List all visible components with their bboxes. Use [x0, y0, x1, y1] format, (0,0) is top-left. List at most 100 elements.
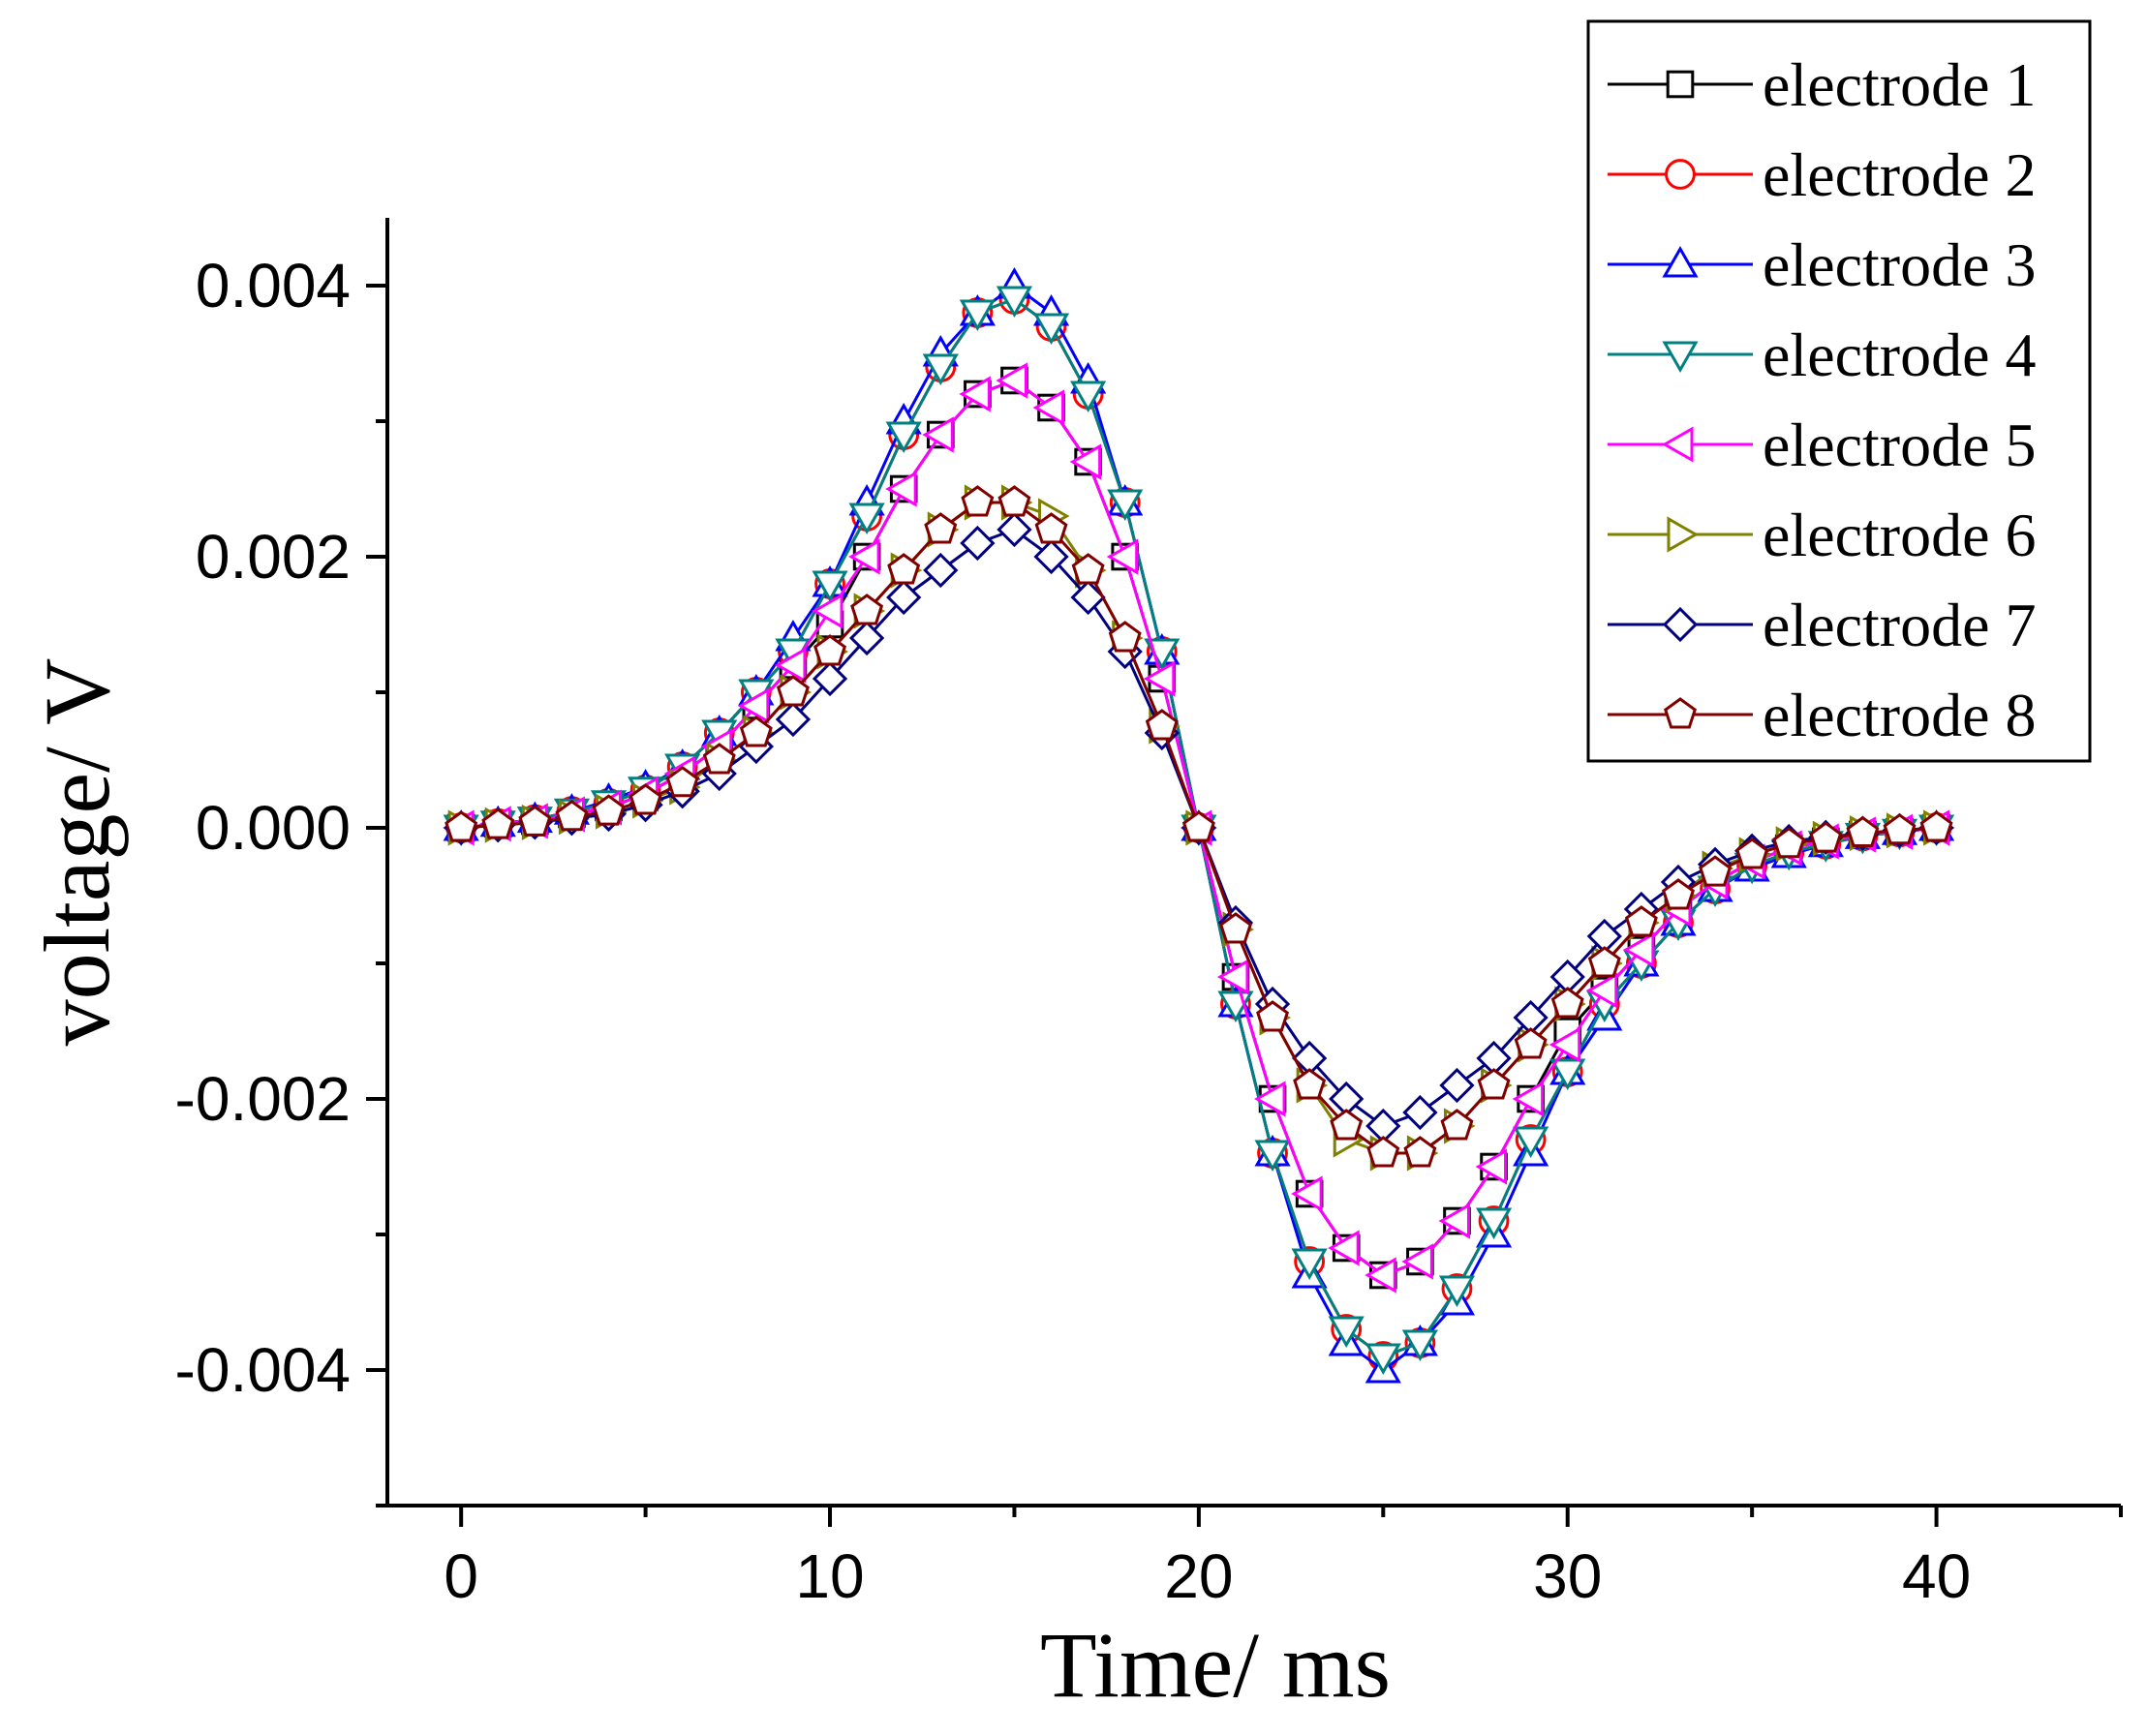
data-point: [1145, 709, 1179, 741]
data-point: [1550, 987, 1584, 1019]
data-point: [1108, 621, 1142, 653]
data-point: [665, 765, 699, 798]
data-point: [885, 421, 922, 454]
data-point: [1366, 1136, 1400, 1168]
data-point: [1475, 1207, 1513, 1240]
data-point: [1254, 1140, 1291, 1173]
data-point: [1585, 972, 1618, 1009]
x-tick-label: 0: [444, 1541, 478, 1611]
data-point: [555, 799, 589, 832]
legend-entry: electrode 3: [1608, 230, 2037, 299]
legend-marker: [1664, 697, 1697, 729]
data-point: [885, 471, 917, 507]
data-point: [1809, 821, 1843, 853]
data-point: [1440, 1109, 1474, 1141]
data-point: [1216, 959, 1249, 995]
data-point: [961, 485, 995, 517]
data-point: [1365, 1257, 1396, 1294]
data-point: [812, 570, 848, 603]
data-point: [1071, 553, 1105, 585]
data-point: [1328, 1316, 1365, 1349]
data-point: [996, 362, 1027, 399]
legend-label: electrode 3: [1763, 230, 2037, 299]
data-point: [1402, 1094, 1438, 1131]
data-point: [518, 805, 552, 837]
x-tick-label: 30: [1533, 1541, 1602, 1611]
data-point: [1256, 1000, 1290, 1032]
legend-label: electrode 4: [1763, 320, 2037, 389]
data-point: [1069, 443, 1102, 480]
legend-entry: electrode 1: [1608, 50, 2037, 119]
y-axis-title: voltage/ V: [25, 658, 129, 1047]
data-point: [959, 376, 991, 412]
x-tick-label: 10: [795, 1541, 864, 1611]
legend-marker: [1667, 516, 1700, 553]
data-point: [1034, 512, 1068, 544]
data-point: [813, 634, 847, 666]
data-point: [1032, 313, 1070, 346]
legend: electrode 1 electrode 2 electrode 3 electro…: [1586, 19, 2092, 763]
data-point: [886, 579, 922, 616]
data-point: [775, 701, 812, 738]
data-point: [997, 511, 1032, 548]
data-point: [996, 286, 1033, 319]
legend-entry: electrode 4: [1608, 320, 2037, 389]
legend-entry: electrode 2: [1608, 140, 2037, 209]
data-point: [1033, 538, 1069, 575]
legend-box: [1586, 19, 2092, 763]
data-point: [1439, 1067, 1475, 1104]
data-point: [1401, 1329, 1438, 1362]
data-point: [481, 807, 515, 839]
data-point: [1549, 1058, 1586, 1091]
data-point: [1549, 1026, 1581, 1063]
series-8: [445, 485, 1953, 1168]
data-point: [1699, 855, 1733, 887]
data-point: [1883, 812, 1917, 845]
data-point: [997, 485, 1031, 517]
x-tick-label: 20: [1164, 1541, 1233, 1611]
data-point: [848, 538, 880, 575]
data-point: [1143, 660, 1176, 697]
data-point: [1438, 1203, 1470, 1239]
data-point: [924, 512, 958, 544]
data-point: [445, 810, 478, 842]
data-point: [1330, 1109, 1364, 1141]
y-tick-label: 0.002: [196, 522, 351, 592]
data-point: [1661, 878, 1695, 910]
legend-entry: electrode 7: [1608, 591, 2037, 659]
data-point: [1365, 1343, 1401, 1376]
data-point: [1772, 826, 1806, 859]
legend-marker: [1662, 245, 1699, 278]
data-point: [1512, 1081, 1545, 1117]
legend-marker: [1665, 159, 1696, 190]
legend-marker: [1662, 341, 1699, 374]
data-point: [1735, 838, 1769, 869]
legend-entry: electrode 5: [1608, 411, 2037, 479]
data-point: [1291, 1175, 1323, 1212]
data-point: [812, 660, 848, 697]
data-point: [739, 716, 773, 747]
data-point: [1070, 381, 1107, 413]
legend-marker: [1661, 426, 1694, 463]
data-point: [774, 647, 807, 684]
data-point: [592, 794, 626, 826]
legend-label: electrode 6: [1763, 501, 2037, 569]
data-point: [922, 416, 954, 453]
data-point: [1514, 1027, 1548, 1059]
legend-entry: electrode 8: [1608, 681, 2037, 749]
legend-label: electrode 5: [1763, 411, 2037, 479]
data-point: [1218, 912, 1252, 944]
data-point: [1403, 1136, 1437, 1168]
data-point: [1624, 905, 1658, 937]
data-point: [960, 525, 996, 562]
data-point: [923, 552, 959, 589]
data-point: [848, 620, 885, 656]
data-point: [811, 593, 843, 629]
x-tick-label: 40: [1902, 1541, 1971, 1611]
data-point: [850, 594, 884, 625]
y-tick-label: -0.004: [175, 1335, 351, 1405]
legend-marker: [1666, 70, 1695, 99]
data-point: [959, 299, 996, 332]
data-point: [1106, 538, 1139, 575]
y-tick-label: -0.002: [175, 1064, 351, 1134]
